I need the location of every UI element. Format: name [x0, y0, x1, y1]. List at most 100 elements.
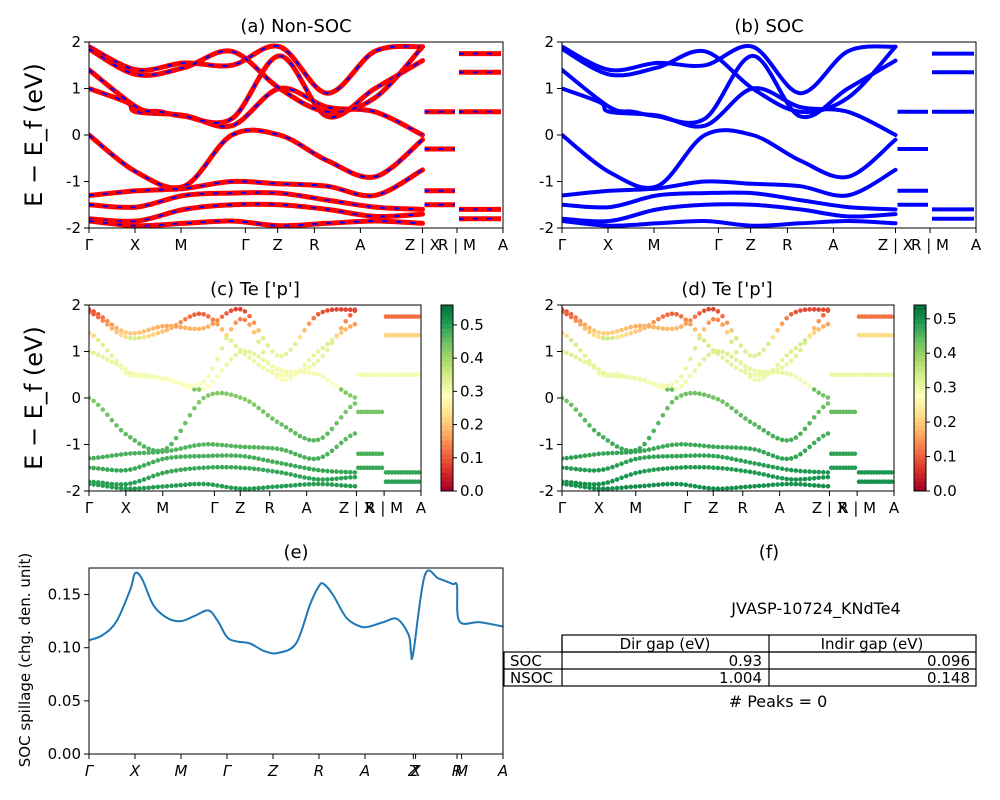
panel-d-point — [601, 467, 606, 472]
panel-d-point — [568, 466, 574, 471]
panel-c-point — [274, 469, 280, 475]
panel-d-point — [678, 453, 684, 459]
panel-c-point — [141, 444, 147, 449]
panel-a-band-line-4 — [89, 127, 425, 191]
panel-e-xtick-label-2: M — [175, 762, 188, 780]
panel-d-point — [715, 317, 721, 323]
panel-d-point — [610, 450, 615, 456]
panel-d-point — [623, 326, 629, 331]
panel-c-point — [274, 352, 280, 358]
panel-d-point — [656, 482, 661, 488]
panel-d-point — [711, 395, 716, 400]
panel-c-point — [302, 482, 307, 487]
panel-d-point — [825, 395, 831, 400]
panel-d-point — [798, 451, 803, 457]
colorbar-step — [441, 305, 453, 311]
panel-d-point — [784, 481, 789, 487]
panel-c-point — [247, 444, 252, 450]
panel-d-xtick-label-6: A — [775, 499, 786, 517]
panel-d-ytick-label-2: 0 — [544, 389, 554, 407]
panel-c-point — [210, 453, 216, 459]
panel-d-point — [701, 308, 707, 314]
panel-d-point — [775, 328, 780, 333]
panel-c-point — [329, 340, 335, 346]
panel-d-point — [619, 450, 624, 456]
panel-d-point — [674, 386, 679, 392]
panel-c-point — [228, 308, 234, 314]
panel-c-point — [297, 474, 303, 479]
panel-b-band-line-6 — [562, 190, 898, 212]
panel-d-points — [562, 306, 894, 491]
panel-c-point — [141, 334, 147, 340]
panel-c-point — [247, 322, 252, 327]
panel-c-point — [233, 306, 238, 312]
panel-d-point — [601, 335, 606, 341]
panel-d-point — [779, 365, 785, 370]
panel-d-point — [605, 372, 611, 377]
panel-d-point — [591, 482, 597, 487]
panel-c-point — [215, 442, 220, 448]
panel-d-point — [756, 462, 762, 467]
panel-d-point — [825, 308, 831, 314]
panel-c-point — [288, 428, 294, 433]
panel-c-point — [205, 374, 211, 379]
panel-d-point — [656, 454, 661, 459]
panel-c-point — [91, 350, 96, 356]
panel-c-point — [283, 351, 289, 357]
panel-d-point — [729, 339, 734, 345]
panel-a-band-overlay-6 — [89, 191, 423, 211]
panel-a-band-overlay-3 — [89, 46, 424, 114]
panel-d-point — [633, 329, 638, 334]
panel-c-point — [150, 473, 156, 479]
panel-c-point — [146, 333, 151, 339]
panel-c-point — [315, 349, 321, 354]
panel-d-point — [610, 464, 615, 470]
panel-c-point — [224, 453, 229, 458]
panel-c-point — [334, 469, 339, 474]
panel-d-point — [568, 482, 574, 488]
panel-c-point — [352, 431, 358, 436]
panel-e-ytick-label-3: 0.15 — [48, 586, 81, 604]
colorbar-step — [441, 477, 453, 483]
panel-c-point — [352, 401, 358, 406]
panel-b-xtick-label-8: R | M — [911, 236, 949, 254]
panel-c-point — [215, 453, 220, 459]
panel-c-point — [201, 326, 206, 331]
panel-d-point — [816, 483, 821, 489]
panel-d-point — [770, 369, 776, 375]
panel-d-point — [756, 351, 762, 357]
panel-d-point — [665, 466, 670, 471]
panel-c-point — [251, 359, 257, 364]
panel-c-point — [348, 433, 353, 439]
panel-c-point — [196, 442, 202, 448]
panel-d-point — [775, 455, 780, 460]
panel-c-point — [320, 435, 326, 440]
panel-d-point — [591, 328, 597, 333]
panel-c-xtick-label-8: R | M — [365, 499, 403, 517]
panel-c-point — [247, 454, 252, 460]
panel-c-point — [320, 481, 326, 487]
panel-d-point — [619, 485, 624, 491]
panel-c-point — [265, 458, 271, 463]
colorbar-step — [914, 342, 926, 348]
panel-d-point — [688, 483, 693, 488]
panel-d-point — [697, 443, 702, 448]
panel-e-xtick-label-8: X — [409, 762, 421, 780]
panel-d-point — [564, 455, 569, 461]
panel-c-point — [173, 468, 179, 473]
panel-c-point — [160, 449, 165, 455]
panel-d-point — [807, 444, 812, 450]
panel-c-point — [306, 456, 312, 461]
panel-c-point — [178, 428, 183, 434]
panel-d-point — [628, 458, 634, 463]
panel-c-point — [228, 465, 234, 470]
panel-c-point — [338, 330, 344, 336]
panel-d-point — [733, 365, 739, 371]
panel-c-point — [224, 332, 229, 338]
panel-c-point — [302, 436, 307, 441]
panel-c-point — [311, 467, 317, 472]
panel-c-point — [196, 326, 202, 332]
panel-c-point — [123, 366, 128, 372]
panel-c-point — [192, 405, 197, 411]
panel-c-point — [201, 481, 206, 487]
